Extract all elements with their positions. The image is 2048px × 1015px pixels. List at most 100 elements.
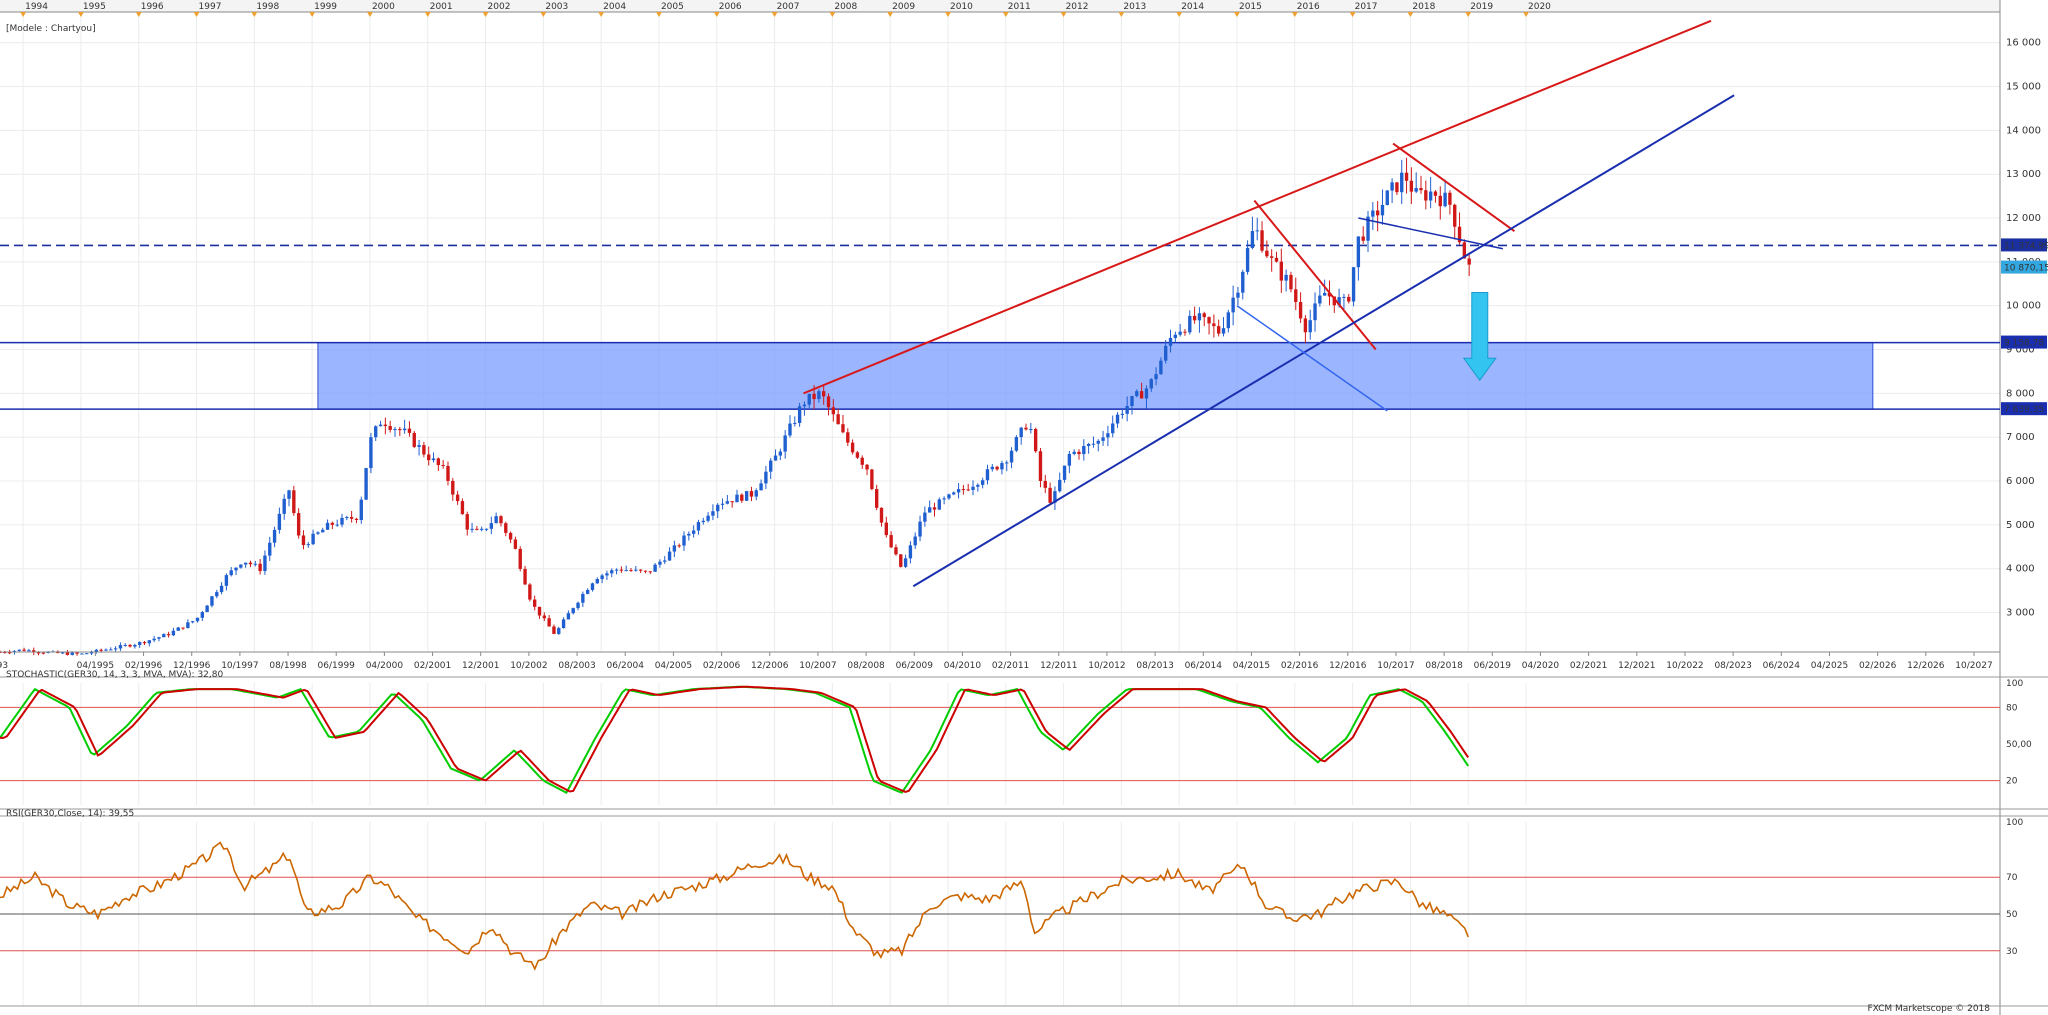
y-tick-label: 4 000 [2006,564,2035,575]
candle [788,423,792,436]
candle [961,489,966,491]
candle [740,494,744,501]
date-label: 12/1996 [173,661,211,671]
candle [995,466,999,470]
price-tag-label: 7 639,35 [2004,405,2044,415]
candle [595,579,599,584]
candle [528,584,532,600]
candle [1457,226,1462,243]
candle [952,492,956,495]
candle [335,524,339,526]
candle [836,414,840,425]
candle [325,522,330,530]
date-label: 04/2010 [944,661,982,671]
candle [99,649,103,651]
candle [971,486,975,490]
candle [1428,191,1433,201]
top-year-label: 2003 [545,2,568,12]
candle [749,491,754,497]
candle [614,569,619,571]
candle [923,512,927,522]
candle [1043,480,1047,488]
candle [778,451,783,456]
red-decline-line [1253,199,1377,351]
candle [451,480,455,495]
candle [1221,328,1226,334]
date-label: 06/2019 [1474,661,1512,671]
candle [248,562,253,565]
top-year-label: 1998 [256,2,279,12]
date-label: 08/1998 [269,661,307,671]
candle [215,592,219,597]
event-marker-icon [1176,12,1183,17]
top-year-label: 2017 [1355,2,1378,12]
candle [817,391,821,400]
top-axis-bar [0,0,2000,12]
top-year-label: 2018 [1412,2,1435,12]
stoch-level-label: 100 [2006,679,2023,689]
date-label: 04/2005 [655,661,692,671]
candle [783,435,787,452]
event-marker-icon [1523,12,1530,17]
candle [1130,396,1134,407]
candle [1106,433,1110,438]
candle [1241,271,1245,293]
candle [1308,320,1312,333]
rsi-level-label: 50 [2006,910,2018,920]
candle [292,490,296,514]
top-year-label: 2004 [603,2,626,12]
candle [947,494,951,499]
candle [725,501,730,504]
candle [1366,216,1370,241]
candle [1173,334,1178,338]
candle [133,644,137,647]
candle [1212,323,1216,327]
date-label: 08/2023 [1714,661,1751,671]
event-marker-icon [655,12,662,17]
candle [663,560,667,562]
candle [730,501,734,503]
date-label: 02/1996 [125,661,163,671]
candle [1005,462,1009,464]
candle [605,573,609,576]
top-year-label: 2002 [488,2,511,12]
candle [7,652,12,654]
candle [1120,413,1125,415]
candle [937,499,941,510]
candle [619,569,624,571]
top-year-label: 1994 [25,2,48,12]
candle [706,515,710,521]
candle [287,490,291,499]
candle [913,536,917,546]
event-marker-icon [1118,12,1125,17]
candle [884,522,889,536]
candle [1077,451,1081,455]
candle [1029,429,1033,431]
price-tag [2001,260,2047,274]
top-year-label: 2016 [1297,2,1320,12]
candle [1202,313,1206,318]
date-label: 12/2016 [1329,661,1367,671]
date-label: 02/2021 [1570,661,1607,671]
candle [1438,195,1442,207]
candle [754,490,758,497]
candle [571,608,575,614]
candle [1467,258,1471,265]
candle [176,627,180,631]
candle [870,469,874,490]
candle [354,518,359,520]
candle [494,516,498,524]
rsi-level-label: 70 [2006,873,2018,883]
candle [253,563,257,565]
candle [1086,443,1091,447]
candle [455,494,460,502]
candle [518,548,522,569]
candle [17,649,21,651]
candle [388,426,392,430]
candle [1448,192,1452,205]
candle [65,652,70,655]
candle [465,514,469,530]
candle [166,634,171,636]
candle [1135,391,1139,397]
candle [1274,257,1279,262]
